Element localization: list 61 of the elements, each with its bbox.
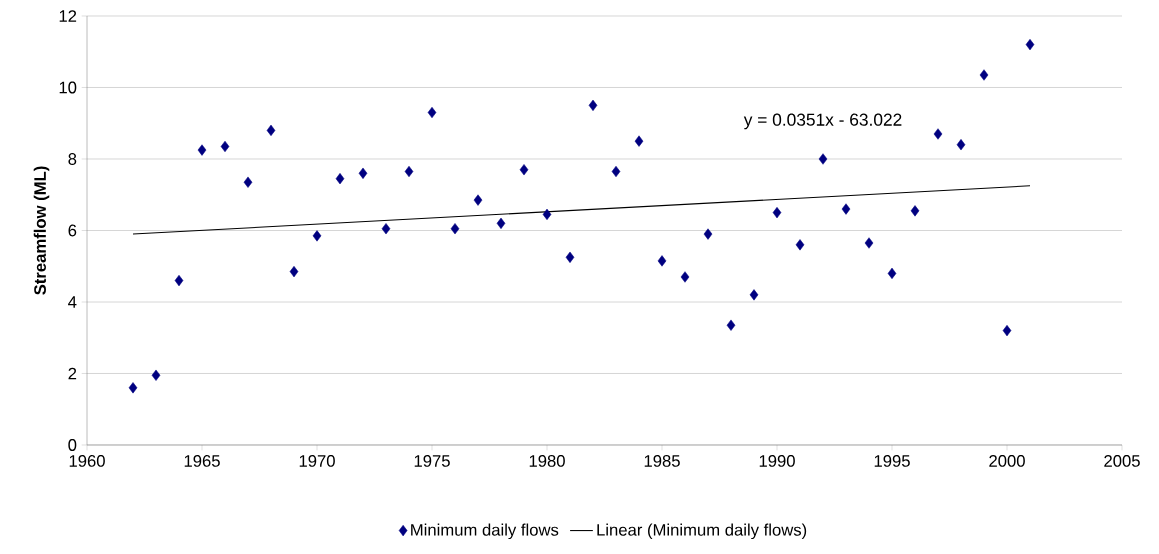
x-tick-label: 2005 [1104,455,1140,467]
point [634,135,644,147]
point [542,208,552,221]
point [358,167,368,179]
point [933,128,943,140]
point [1025,39,1035,51]
point [979,69,989,81]
point [772,207,782,219]
point [910,205,920,217]
point [864,237,874,249]
point [312,230,322,242]
point [749,289,759,301]
point [519,164,529,176]
y-tick-label: 10 [59,81,77,94]
x-tick-label: 1980 [529,455,565,467]
point [657,255,667,267]
y-tick-label: 0 [68,439,77,451]
point [174,274,184,287]
point [496,217,506,229]
legend-label: Linear (Minimum daily flows) [597,523,807,540]
annotation: y = 0.0351x - 63.022 [743,113,902,130]
point [611,165,621,178]
point [588,99,598,111]
x-tick-label: 1990 [759,455,795,467]
point [703,228,713,240]
point [1002,325,1012,337]
x-tick-label: 1965 [184,455,220,467]
y-tick-label: 2 [68,367,77,380]
point [427,106,437,119]
point [151,369,161,381]
point [887,267,897,279]
point [128,382,138,394]
point [335,173,345,185]
point [450,223,460,235]
y-axis-title: Streamflow (ML) [33,166,50,295]
legend-label: Minimum daily flows [411,523,559,540]
x-tick-label: 1995 [874,455,910,467]
y-tick-label: 4 [68,296,77,308]
x-tick-label: 2000 [989,455,1025,467]
point [289,266,299,278]
point [404,165,414,178]
point [266,124,276,136]
point [381,223,391,235]
y-tick-label: 6 [68,224,77,237]
y-tick-label: 8 [68,153,77,165]
point [243,176,253,188]
x-tick-label: 1985 [644,455,680,467]
x-tick-label: 1960 [69,455,105,467]
point [841,203,851,215]
point [220,140,230,153]
point [795,239,805,251]
point [473,194,483,206]
point [565,251,575,263]
point [956,139,966,151]
x-tick-label: 1975 [414,455,450,467]
y-tick-label: 12 [59,10,77,22]
point [726,319,736,331]
x-tick-label: 1970 [299,455,335,467]
point [197,144,207,156]
point [680,271,690,283]
point [818,153,828,165]
